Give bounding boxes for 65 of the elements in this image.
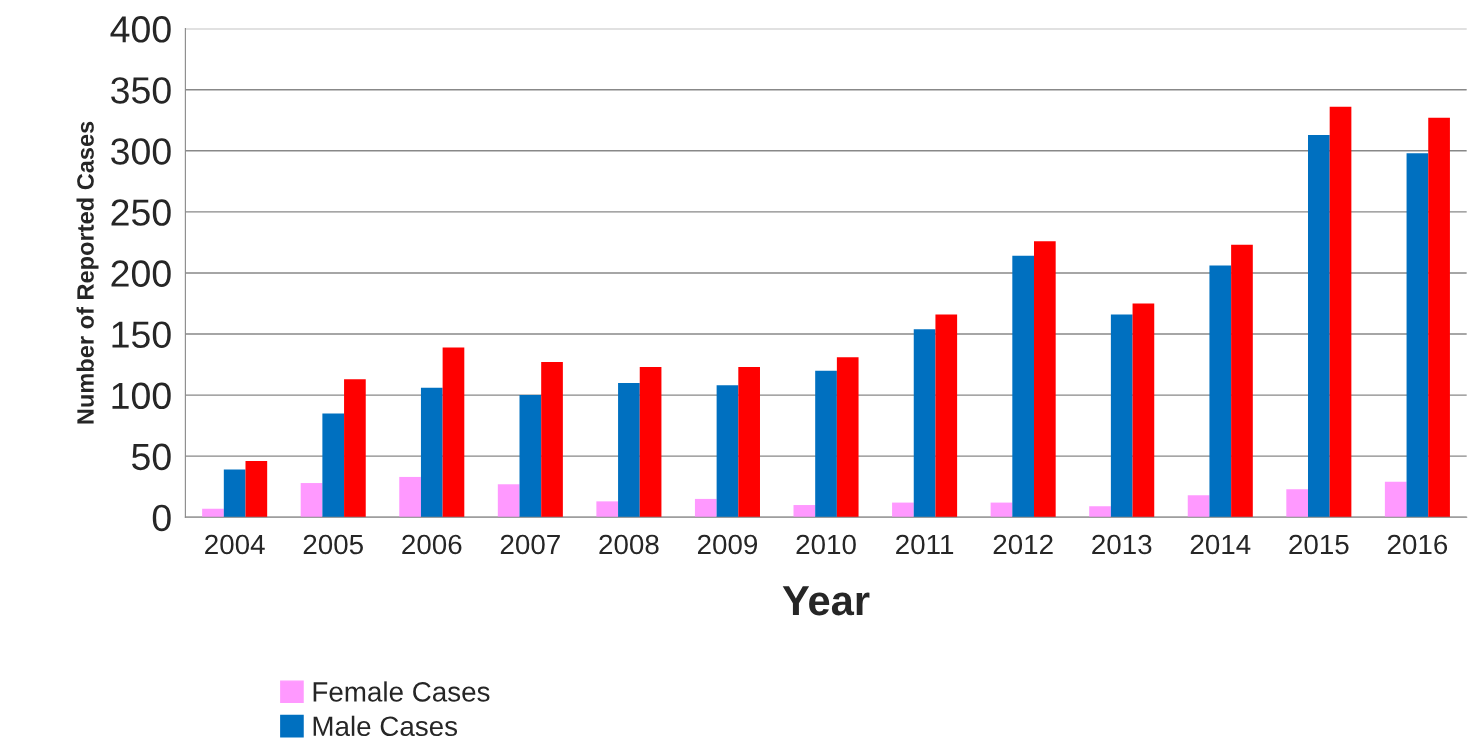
y-tick-label: 350: [111, 77, 171, 104]
x-tick-label: 2004: [205, 534, 265, 555]
x-tick-label: 2011: [896, 534, 954, 555]
bar: [639, 367, 662, 518]
x-tick-label: 2010: [796, 534, 856, 555]
bar: [1089, 506, 1111, 518]
bar: [990, 502, 1013, 518]
x-tick-label: 2008: [599, 534, 659, 555]
bar: [322, 413, 345, 518]
y-tick-label: 400: [110, 16, 171, 43]
bar: [223, 469, 246, 518]
bar: [1308, 134, 1330, 518]
y-tick-label: 250: [111, 199, 171, 226]
y-tick-label: 200: [111, 260, 171, 287]
bar: [1012, 255, 1034, 518]
y-tick-label: 300: [111, 138, 171, 165]
x-axis-title: Year: [782, 586, 870, 616]
bar: [738, 367, 760, 518]
bar: [836, 357, 859, 518]
bar: [1384, 481, 1407, 518]
bar: [716, 385, 739, 518]
x-tick-label: 2014: [1190, 534, 1251, 555]
x-tick-label: 2016: [1387, 534, 1448, 555]
x-tick-label: 2012: [993, 534, 1053, 555]
y-tick-label: 100: [112, 382, 171, 410]
bar: [1187, 495, 1210, 518]
x-tick-label: 2009: [697, 534, 758, 555]
y-tick-label: 50: [131, 443, 171, 471]
y-tick-label: 150: [112, 321, 171, 348]
bar: [497, 484, 520, 518]
bar: [1406, 153, 1429, 518]
bar: [815, 370, 837, 518]
bar: [245, 461, 268, 518]
x-tick-label: 2013: [1092, 534, 1152, 555]
bar: [1034, 241, 1056, 518]
bar: [618, 382, 640, 518]
bar: [1428, 117, 1450, 518]
y-axis-title: Number of Reported Cases: [76, 121, 99, 424]
legend-label: Male Cases: [313, 715, 458, 737]
bar: [1110, 314, 1133, 518]
bar: [1132, 303, 1155, 518]
bar: [913, 329, 936, 518]
bar: [1231, 244, 1253, 518]
x-tick-label: 2005: [303, 534, 363, 555]
legend-label: Female Cases: [313, 681, 490, 702]
bar: [694, 498, 717, 518]
bar: [1329, 106, 1352, 518]
y-tick-label: 0: [152, 504, 171, 532]
bar: [935, 314, 958, 518]
bar: [399, 476, 421, 518]
bar: [793, 505, 816, 518]
bar: [442, 347, 465, 518]
bar: [300, 483, 323, 518]
x-tick-label: 2006: [402, 534, 462, 555]
bar: [202, 508, 224, 518]
x-tick-label: 2007: [500, 534, 560, 555]
bar: [541, 362, 563, 518]
bar: [892, 502, 914, 518]
bar: [344, 379, 366, 518]
bar: [1286, 489, 1308, 518]
bar: [596, 501, 619, 518]
bar: [1209, 265, 1232, 518]
bar: [420, 387, 443, 518]
bar: [519, 395, 542, 518]
x-tick-label: 2015: [1289, 534, 1349, 555]
